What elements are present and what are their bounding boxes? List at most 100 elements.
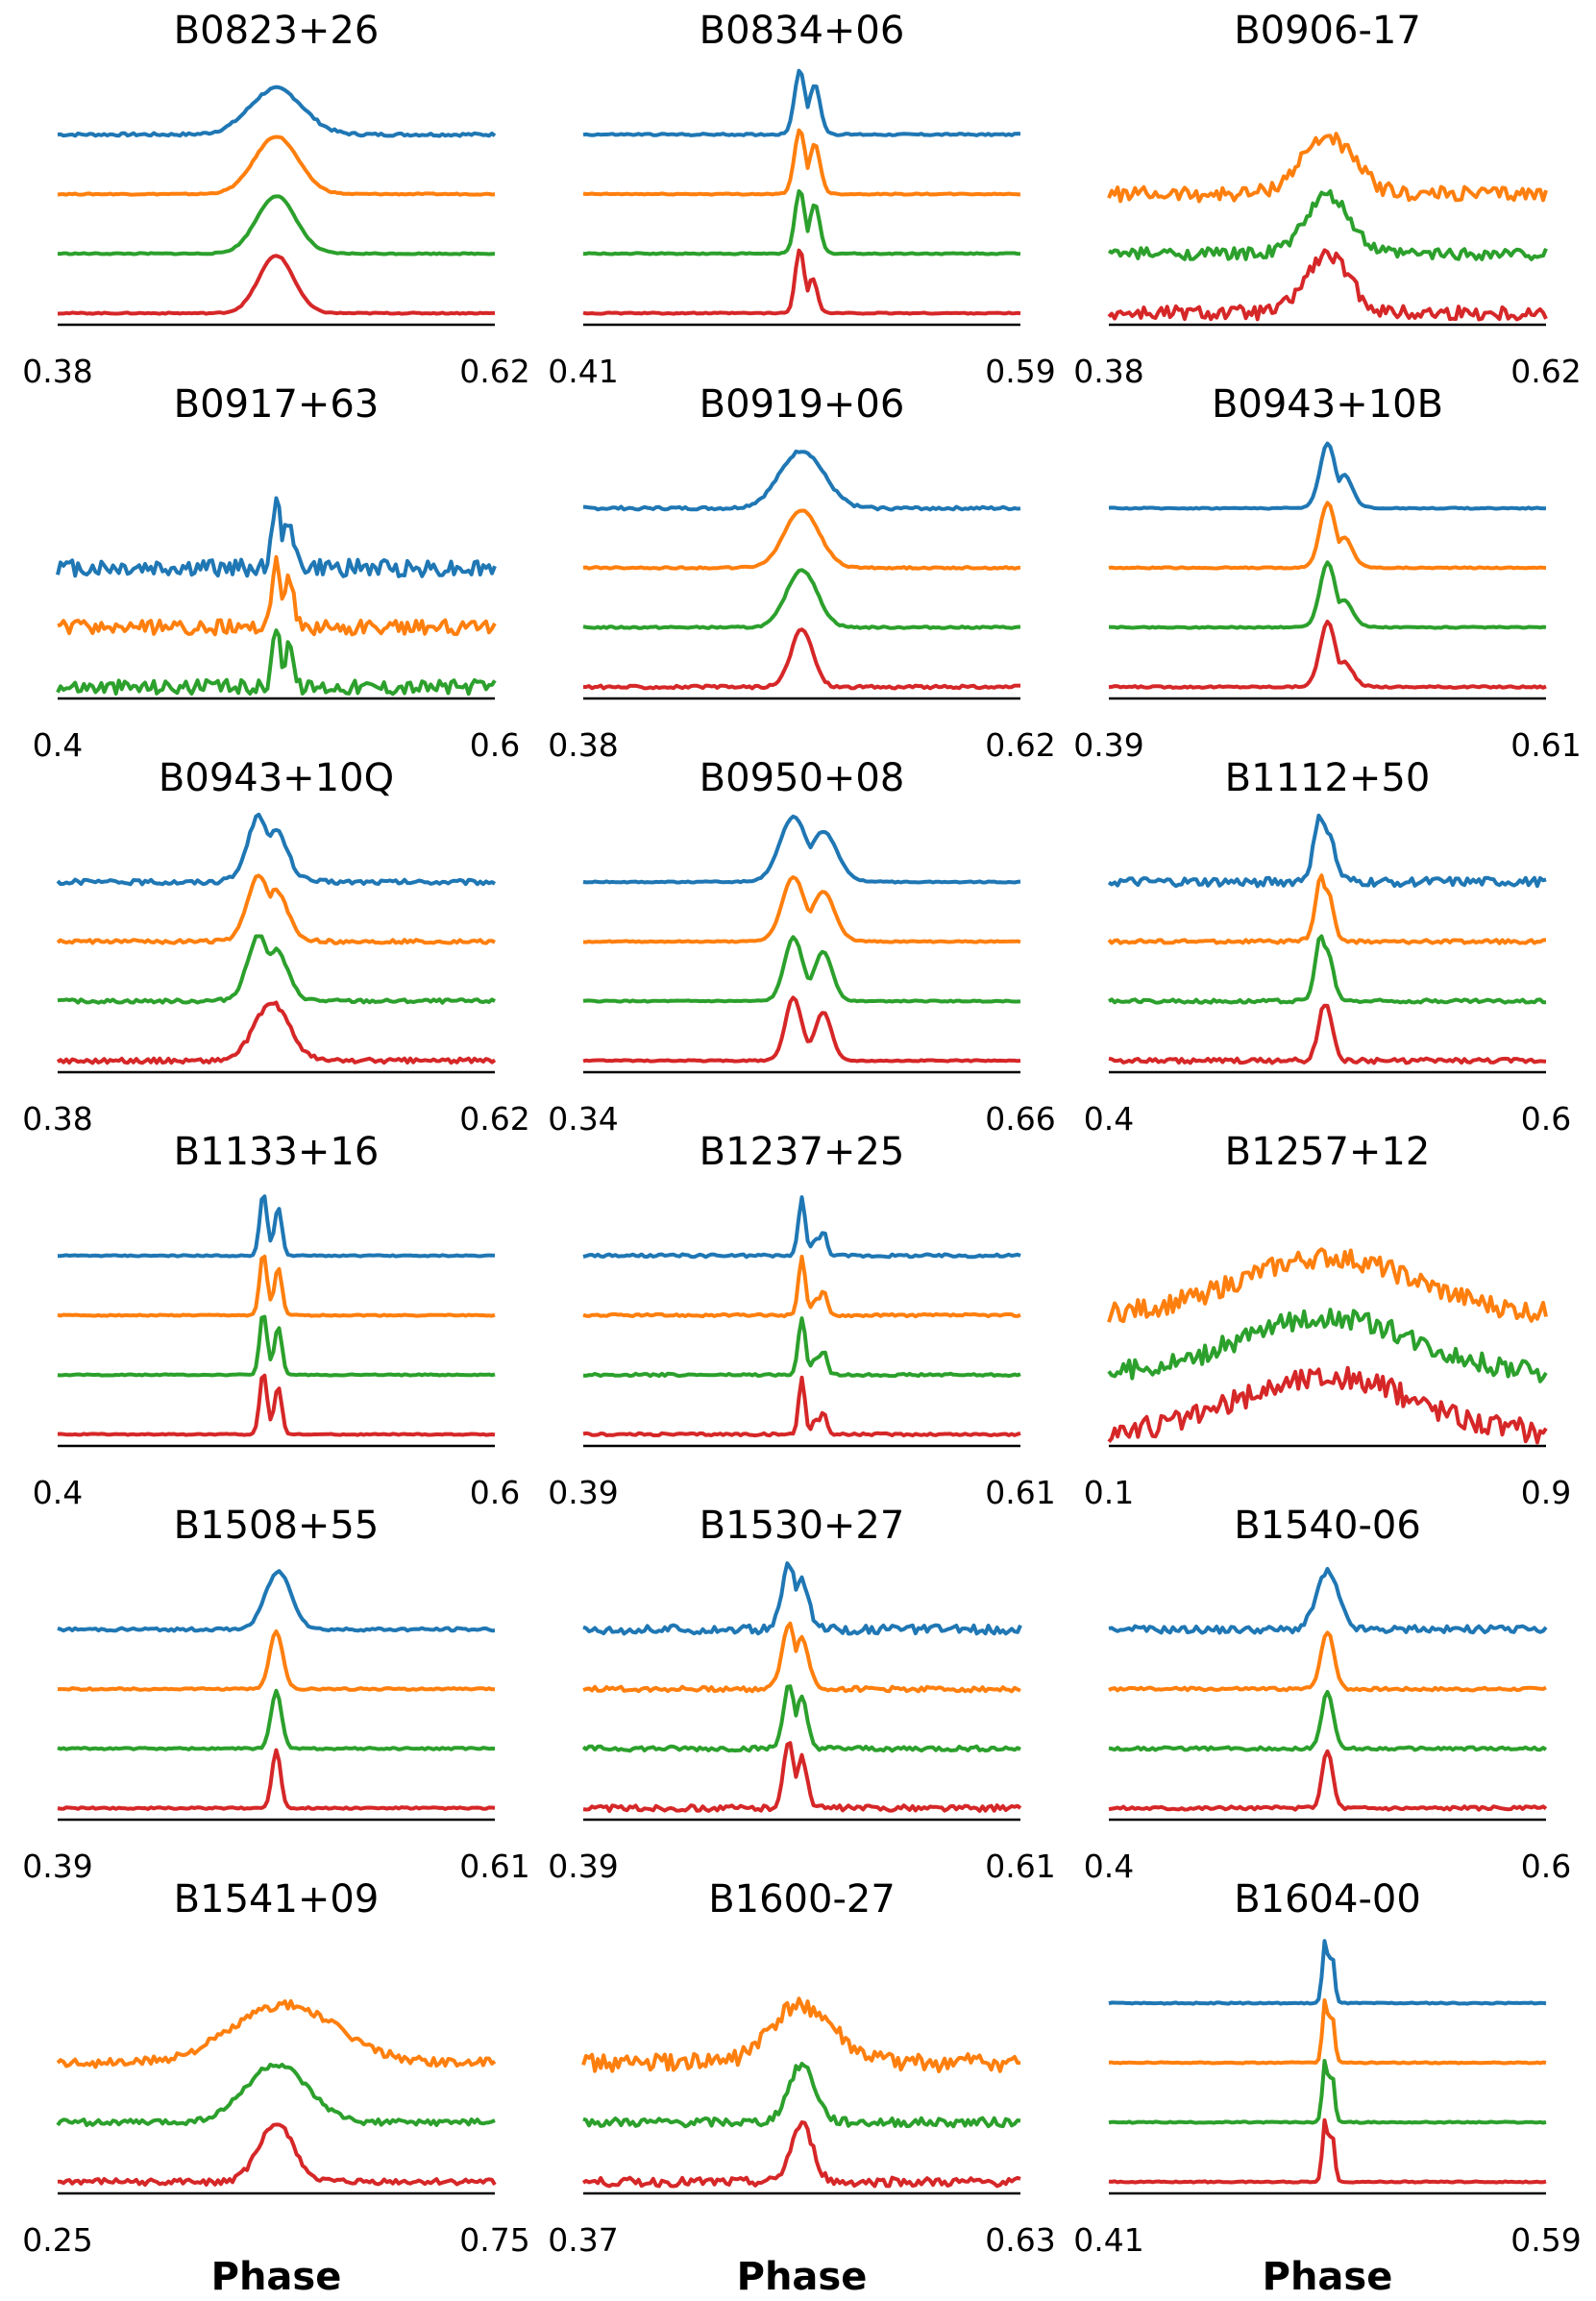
panel-title: B1541+09 [174,1877,380,1922]
panel-B1237+25: B1237+25 0.39 0.61 [548,1130,1055,1511]
trace-orange [582,1255,1021,1319]
trace-green [582,568,1021,630]
trace-blue [582,1561,1022,1636]
panel-title: B0917+63 [174,382,380,427]
panel-B0943+10B: B0943+10B 0.39 0.61 [1073,382,1581,764]
panel-title: B0943+10B [1212,382,1443,427]
trace-red [582,995,1021,1064]
trace-orange [1107,1247,1548,1324]
trace-blue [57,1569,496,1633]
trace-blue [1107,813,1547,889]
tick-label-right: 0.59 [985,353,1055,390]
tick-label-left: 0.38 [22,1100,92,1138]
panel-B0834+06: B0834+06 0.41 0.59 [548,9,1055,390]
trace-blue [56,496,497,578]
tick-label-right: 0.62 [1510,353,1581,390]
panel-B1530+27: B1530+27 0.39 0.61 [548,1504,1055,1885]
trace-orange [1108,1630,1547,1693]
tick-label-right: 0.6 [470,726,520,764]
tick-label-left: 0.41 [548,353,618,390]
trace-red [56,1000,497,1065]
trace-red [57,2122,497,2187]
tick-label-right: 0.62 [459,1100,529,1138]
trace-green [1108,560,1547,630]
trace-green [1107,188,1548,261]
tick-label-left: 0.38 [1073,353,1143,390]
trace-blue [1108,1566,1548,1635]
panel-title: B1530+27 [700,1504,905,1548]
x-axis-label-col-1: Phase [211,2255,342,2299]
tick-label-left: 0.38 [22,353,92,390]
trace-red [1107,248,1548,322]
trace-red [57,1373,496,1437]
panel-B0950+08: B0950+08 0.34 0.66 [548,756,1055,1138]
panel-title: B1237+25 [700,1130,905,1174]
tick-label-right: 0.59 [1510,2221,1581,2259]
trace-red [583,627,1020,691]
trace-green [1108,1690,1548,1752]
tick-label-right: 0.61 [985,1474,1055,1511]
trace-orange [1107,132,1548,204]
tick-label-left: 0.4 [1084,1848,1134,1885]
trace-red [1108,620,1547,690]
panel-title: B1540-06 [1234,1504,1421,1548]
tick-label-right: 0.6 [470,1474,520,1511]
panel-title: B1604-00 [1234,1877,1421,1922]
panel-title: B1112+50 [1225,756,1431,800]
trace-green [57,1314,496,1378]
x-axis-label-col-3: Phase [1263,2255,1393,2299]
trace-green [581,1684,1021,1753]
trace-green [1108,2059,1547,2125]
panel-title: B1133+16 [174,1130,380,1174]
panel-B1508+55: B1508+55 0.39 0.61 [22,1504,529,1885]
tick-label-right: 0.6 [1521,1100,1571,1138]
trace-orange [1108,1998,1547,2066]
panel-title: B0943+10Q [159,756,394,800]
trace-orange [57,1254,496,1318]
trace-blue [1108,441,1547,511]
trace-red [57,1748,496,1811]
trace-blue [582,1195,1021,1260]
trace-green [583,189,1021,257]
panel-title: B1600-27 [708,1877,896,1922]
trace-blue [56,812,497,887]
trace-green [56,2062,496,2127]
panel-B0919+06: B0919+06 0.38 0.62 [548,382,1055,764]
trace-red [1108,1749,1548,1812]
panel-B0906-17: B0906-17 0.38 0.62 [1073,9,1581,390]
panel-B0943+10Q: B0943+10Q 0.38 0.62 [22,756,529,1138]
trace-blue [582,68,1021,137]
panel-title: B1508+55 [174,1504,380,1548]
trace-orange [1107,873,1547,945]
tick-label-left: 0.39 [22,1848,92,1885]
trace-blue [57,85,497,138]
trace-red [1108,1003,1547,1065]
panel-title: B0950+08 [700,756,905,800]
trace-blue [582,814,1021,885]
panel-title: B1257+12 [1225,1130,1431,1174]
panel-B1540-06: B1540-06 0.4 0.6 [1084,1504,1571,1885]
trace-orange [57,135,496,197]
tick-label-left: 0.41 [1073,2221,1143,2259]
trace-blue [58,1194,496,1259]
tick-label-left: 0.4 [33,726,83,764]
panel-title: B0823+26 [174,9,380,53]
panel-B0917+63: B0917+63 0.4 0.6 [33,382,520,764]
trace-red [581,2120,1021,2189]
tick-label-right: 0.61 [985,1848,1055,1885]
trace-orange [57,554,497,637]
tick-label-left: 0.37 [548,2221,618,2259]
tick-label-right: 0.62 [459,353,529,390]
tick-label-left: 0.25 [22,2221,92,2259]
tick-label-left: 0.39 [548,1474,618,1511]
tick-label-left: 0.4 [33,1474,83,1511]
trace-green [582,935,1021,1004]
x-axis-label-col-2: Phase [737,2255,868,2299]
trace-red [57,254,495,316]
panel-title: B0834+06 [700,9,905,53]
trace-blue [582,449,1021,512]
tick-label-right: 0.62 [985,726,1055,764]
tick-label-right: 0.75 [459,2221,529,2259]
panel-B1600-27: B1600-27 0.37 0.63 [548,1877,1055,2259]
tick-label-right: 0.63 [985,2221,1055,2259]
